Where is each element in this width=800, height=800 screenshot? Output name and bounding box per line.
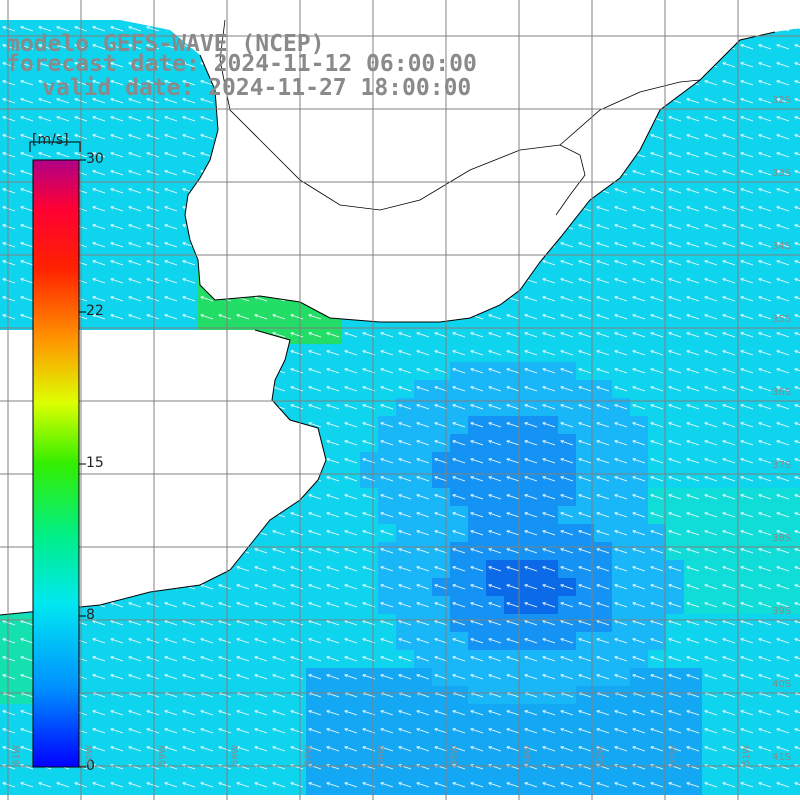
wind-cell	[792, 776, 800, 795]
wind-cell	[792, 470, 800, 489]
wind-cell	[792, 398, 800, 417]
wind-cell	[792, 38, 800, 57]
longitude-label: 59W	[158, 745, 168, 766]
wind-cell	[792, 614, 800, 633]
wind-cell	[792, 380, 800, 399]
longitude-label: 58W	[231, 745, 241, 766]
wind-cell	[792, 164, 800, 183]
wind-cell	[792, 218, 800, 237]
wind-cell	[792, 110, 800, 129]
longitude-label: 55W	[450, 745, 460, 766]
wind-cell	[792, 452, 800, 471]
latitude-label: 38S	[772, 533, 792, 544]
wind-cell	[792, 596, 800, 615]
latitude-label: 33S	[772, 168, 792, 179]
wind-cell	[792, 722, 800, 741]
wind-cell	[792, 434, 800, 453]
wind-cell	[792, 326, 800, 345]
longitude-label: 61W	[12, 745, 22, 766]
latitude-label: 41S	[772, 752, 792, 763]
latitude-label: 40S	[772, 679, 792, 690]
wind-cell	[792, 632, 800, 651]
wind-cell	[792, 92, 800, 111]
wind-cell	[792, 200, 800, 219]
wind-cell	[792, 344, 800, 363]
wind-cell	[792, 362, 800, 381]
wind-cell	[792, 236, 800, 255]
latitude-label: 32S	[772, 95, 792, 106]
wind-cell	[792, 254, 800, 273]
wind-cell	[792, 146, 800, 165]
wind-cell	[792, 182, 800, 201]
colorbar-unit: [m/s]	[32, 132, 69, 148]
latitude-label: 34S	[772, 241, 792, 252]
wind-cell	[792, 668, 800, 687]
longitude-label: 54W	[523, 745, 533, 766]
colorbar-tick-22: 22	[86, 303, 104, 319]
longitude-label: 56W	[377, 745, 387, 766]
latitude-label: 37S	[772, 460, 792, 471]
colorbar-tick-15: 15	[86, 455, 104, 471]
wind-cell	[792, 650, 800, 669]
colorbar-tick-30: 30	[86, 151, 104, 167]
wind-cell	[792, 506, 800, 525]
colorbar	[32, 159, 80, 768]
wind-cell	[792, 686, 800, 705]
longitude-label: 57W	[304, 745, 314, 766]
title-forecast-date: forecast date: 2024-11-12 06:00:00	[6, 51, 477, 77]
colorbar-tick-8: 8	[86, 607, 95, 623]
longitude-label: 60W	[85, 745, 95, 766]
wind-cell	[792, 74, 800, 93]
wind-cell	[792, 758, 800, 777]
title-valid-date: valid date: 2024-11-27 18:00:00	[42, 75, 472, 101]
wind-cell	[792, 740, 800, 759]
wind-cell	[792, 488, 800, 507]
latitude-label: 36S	[772, 387, 792, 398]
longitude-label: 53W	[596, 745, 606, 766]
wind-cell	[792, 290, 800, 309]
wind-cell	[792, 578, 800, 597]
wind-cell	[792, 524, 800, 543]
wind-cell	[792, 20, 800, 39]
wind-cell	[792, 416, 800, 435]
wind-cell	[792, 56, 800, 75]
wind-cell	[792, 272, 800, 291]
latitude-label: 35S	[772, 314, 792, 325]
wind-cell	[792, 308, 800, 327]
latitude-label: 39S	[772, 606, 792, 617]
wind-cell	[792, 704, 800, 723]
wind-cell	[792, 542, 800, 561]
wind-cell	[792, 560, 800, 579]
longitude-label: 52W	[669, 745, 679, 766]
wind-cell	[792, 128, 800, 147]
longitude-label: 51W	[742, 745, 752, 766]
